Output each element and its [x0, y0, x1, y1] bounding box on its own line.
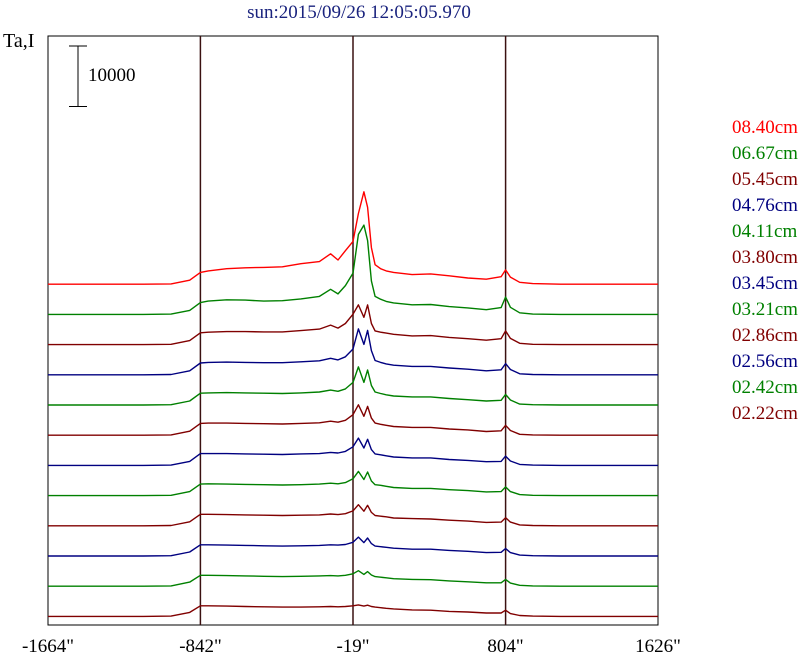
series-line-03-45cm — [48, 437, 658, 467]
legend-entry: 03.45cm — [732, 273, 798, 294]
series-line-04-11cm — [48, 366, 658, 406]
series-line-04-76cm — [48, 328, 658, 376]
legend-entry: 03.80cm — [732, 247, 798, 268]
legend-entry: 02.86cm — [732, 325, 798, 346]
legend-entry: 04.11cm — [732, 221, 798, 242]
legend-entry: 05.45cm — [732, 169, 798, 190]
x-tick-label: 1626" — [635, 636, 681, 657]
x-tick-label: -842" — [179, 636, 222, 657]
series-line-03-80cm — [48, 404, 658, 436]
series-line-03-21cm — [48, 470, 658, 497]
scale-bar-label: 10000 — [88, 65, 136, 86]
legend-entry: 02.42cm — [732, 377, 798, 398]
x-tick-label: 804" — [487, 636, 524, 657]
series-line-06-67cm — [48, 224, 658, 316]
series-line-05-45cm — [48, 304, 658, 346]
legend-entry: 04.76cm — [732, 195, 798, 216]
legend-entry: 02.22cm — [732, 403, 798, 424]
y-axis-label: Ta,I — [3, 30, 35, 52]
x-tick-label: -19" — [336, 636, 370, 657]
legend-entry: 08.40cm — [732, 117, 798, 138]
x-tick-label: -1664" — [21, 636, 75, 657]
chart-title: sun:2015/09/26 12:05:05.970 — [247, 2, 471, 23]
series-line-02-22cm — [48, 604, 658, 618]
legend-entry: 03.21cm — [732, 299, 798, 320]
series-line-02-56cm — [48, 536, 658, 557]
series-line-02-42cm — [48, 570, 658, 587]
legend-entry: 02.56cm — [732, 351, 798, 372]
legend-entry: 06.67cm — [732, 143, 798, 164]
series-line-02-86cm — [48, 504, 658, 527]
series-line-08-40cm — [48, 191, 658, 285]
